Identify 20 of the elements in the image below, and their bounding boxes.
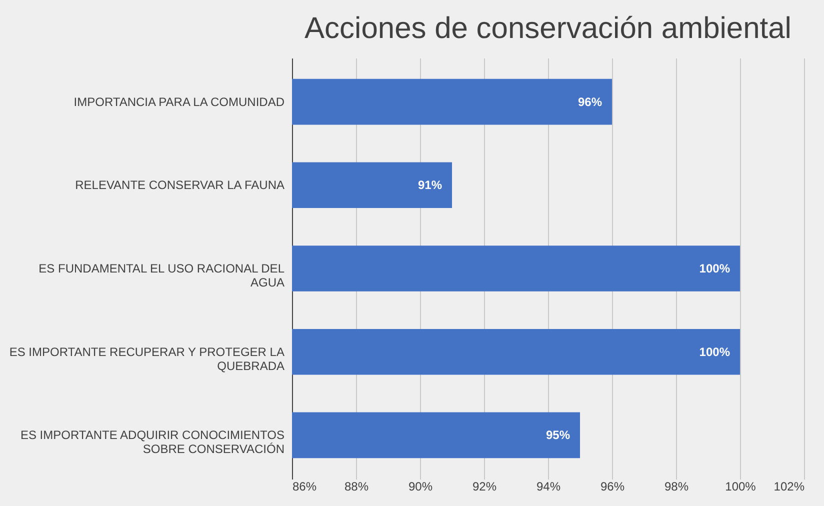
y-tick-label: ES FUNDAMENTAL EL USO RACIONAL DEL AGUA: [38, 262, 285, 290]
y-tick-label: ES IMPORTANTE ADQUIRIR CONOCIMIENTOS SOBRE CONSERVACIÓN: [20, 428, 284, 456]
x-tick-label: 90%: [408, 480, 433, 494]
x-tick-label: 102%: [774, 480, 805, 494]
data-label: 96%: [578, 94, 602, 109]
chart-title: Acciones de conservación ambiental: [304, 12, 792, 45]
x-tick-label: 96%: [600, 480, 625, 494]
x-tick-label: 100%: [725, 480, 756, 494]
data-label: 91%: [418, 178, 442, 192]
y-tick-label: RELEVANTE CONSERVAR LA FAUNA: [75, 178, 284, 192]
x-tick-label: 98%: [664, 480, 689, 494]
data-label: 100%: [699, 262, 730, 276]
data-label: 100%: [699, 344, 730, 359]
data-label: 95%: [546, 428, 570, 442]
y-tick-label: IMPORTANCIA PARA LA COMUNIDAD: [74, 94, 285, 109]
x-tick-label: 88%: [344, 480, 369, 494]
y-tick-label: ES IMPORTANTE RECUPERAR Y PROTEGER LA QUEBRADA: [9, 344, 284, 373]
x-tick-label: 86%: [292, 480, 317, 494]
x-tick-label: 94%: [536, 480, 561, 494]
x-tick-label: 92%: [472, 480, 497, 494]
